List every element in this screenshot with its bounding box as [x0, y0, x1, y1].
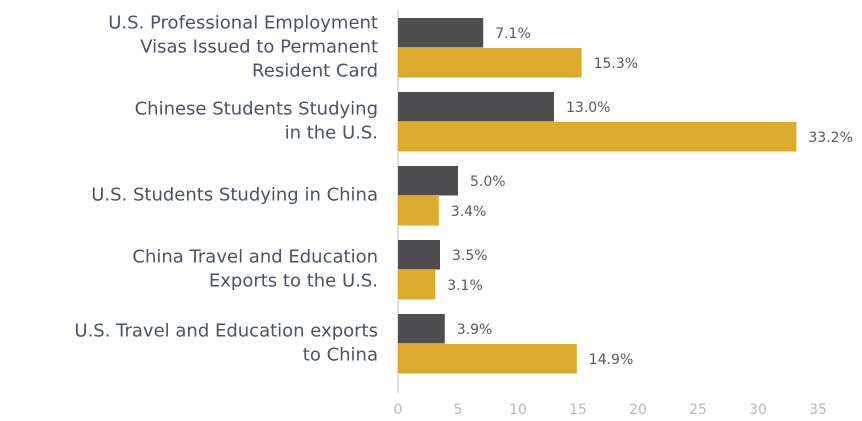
- value-label: 15.3%: [594, 56, 638, 72]
- value-label: 3.4%: [451, 204, 487, 220]
- bar: [398, 122, 797, 152]
- value-label: 33.2%: [808, 130, 852, 146]
- bar: [398, 240, 440, 270]
- category-label: China Travel and Education Exports to the…: [132, 247, 378, 292]
- x-tick-label: 10: [509, 402, 527, 418]
- x-tick-label: 0: [394, 402, 403, 418]
- bar: [398, 344, 577, 374]
- category-label: U.S. Professional Employment Visas Issued…: [108, 13, 378, 82]
- bar: [398, 48, 582, 78]
- bar: [398, 196, 439, 226]
- bar: [398, 18, 484, 48]
- x-tick-label: 35: [809, 402, 827, 418]
- x-tick-label: 15: [569, 402, 587, 418]
- bar: [398, 166, 458, 196]
- value-label: 7.1%: [495, 26, 531, 42]
- category-label: U.S. Travel and Education exports to Chin…: [74, 321, 378, 366]
- value-label: 3.9%: [457, 322, 493, 338]
- category-label: Chinese Students Studying in the U.S.: [135, 99, 378, 144]
- value-label: 3.5%: [452, 248, 488, 264]
- value-label: 13.0%: [566, 100, 610, 116]
- bar: [398, 92, 554, 122]
- value-label: 14.9%: [589, 352, 633, 368]
- category-label: U.S. Students Studying in China: [91, 185, 378, 206]
- x-tick-label: 5: [454, 402, 463, 418]
- x-tick-label: 25: [689, 402, 707, 418]
- x-tick-label: 20: [629, 402, 647, 418]
- value-label: 5.0%: [470, 174, 506, 190]
- bar: [398, 314, 445, 344]
- value-label: 3.1%: [447, 278, 483, 294]
- x-tick-label: 30: [749, 402, 767, 418]
- bar: [398, 270, 436, 300]
